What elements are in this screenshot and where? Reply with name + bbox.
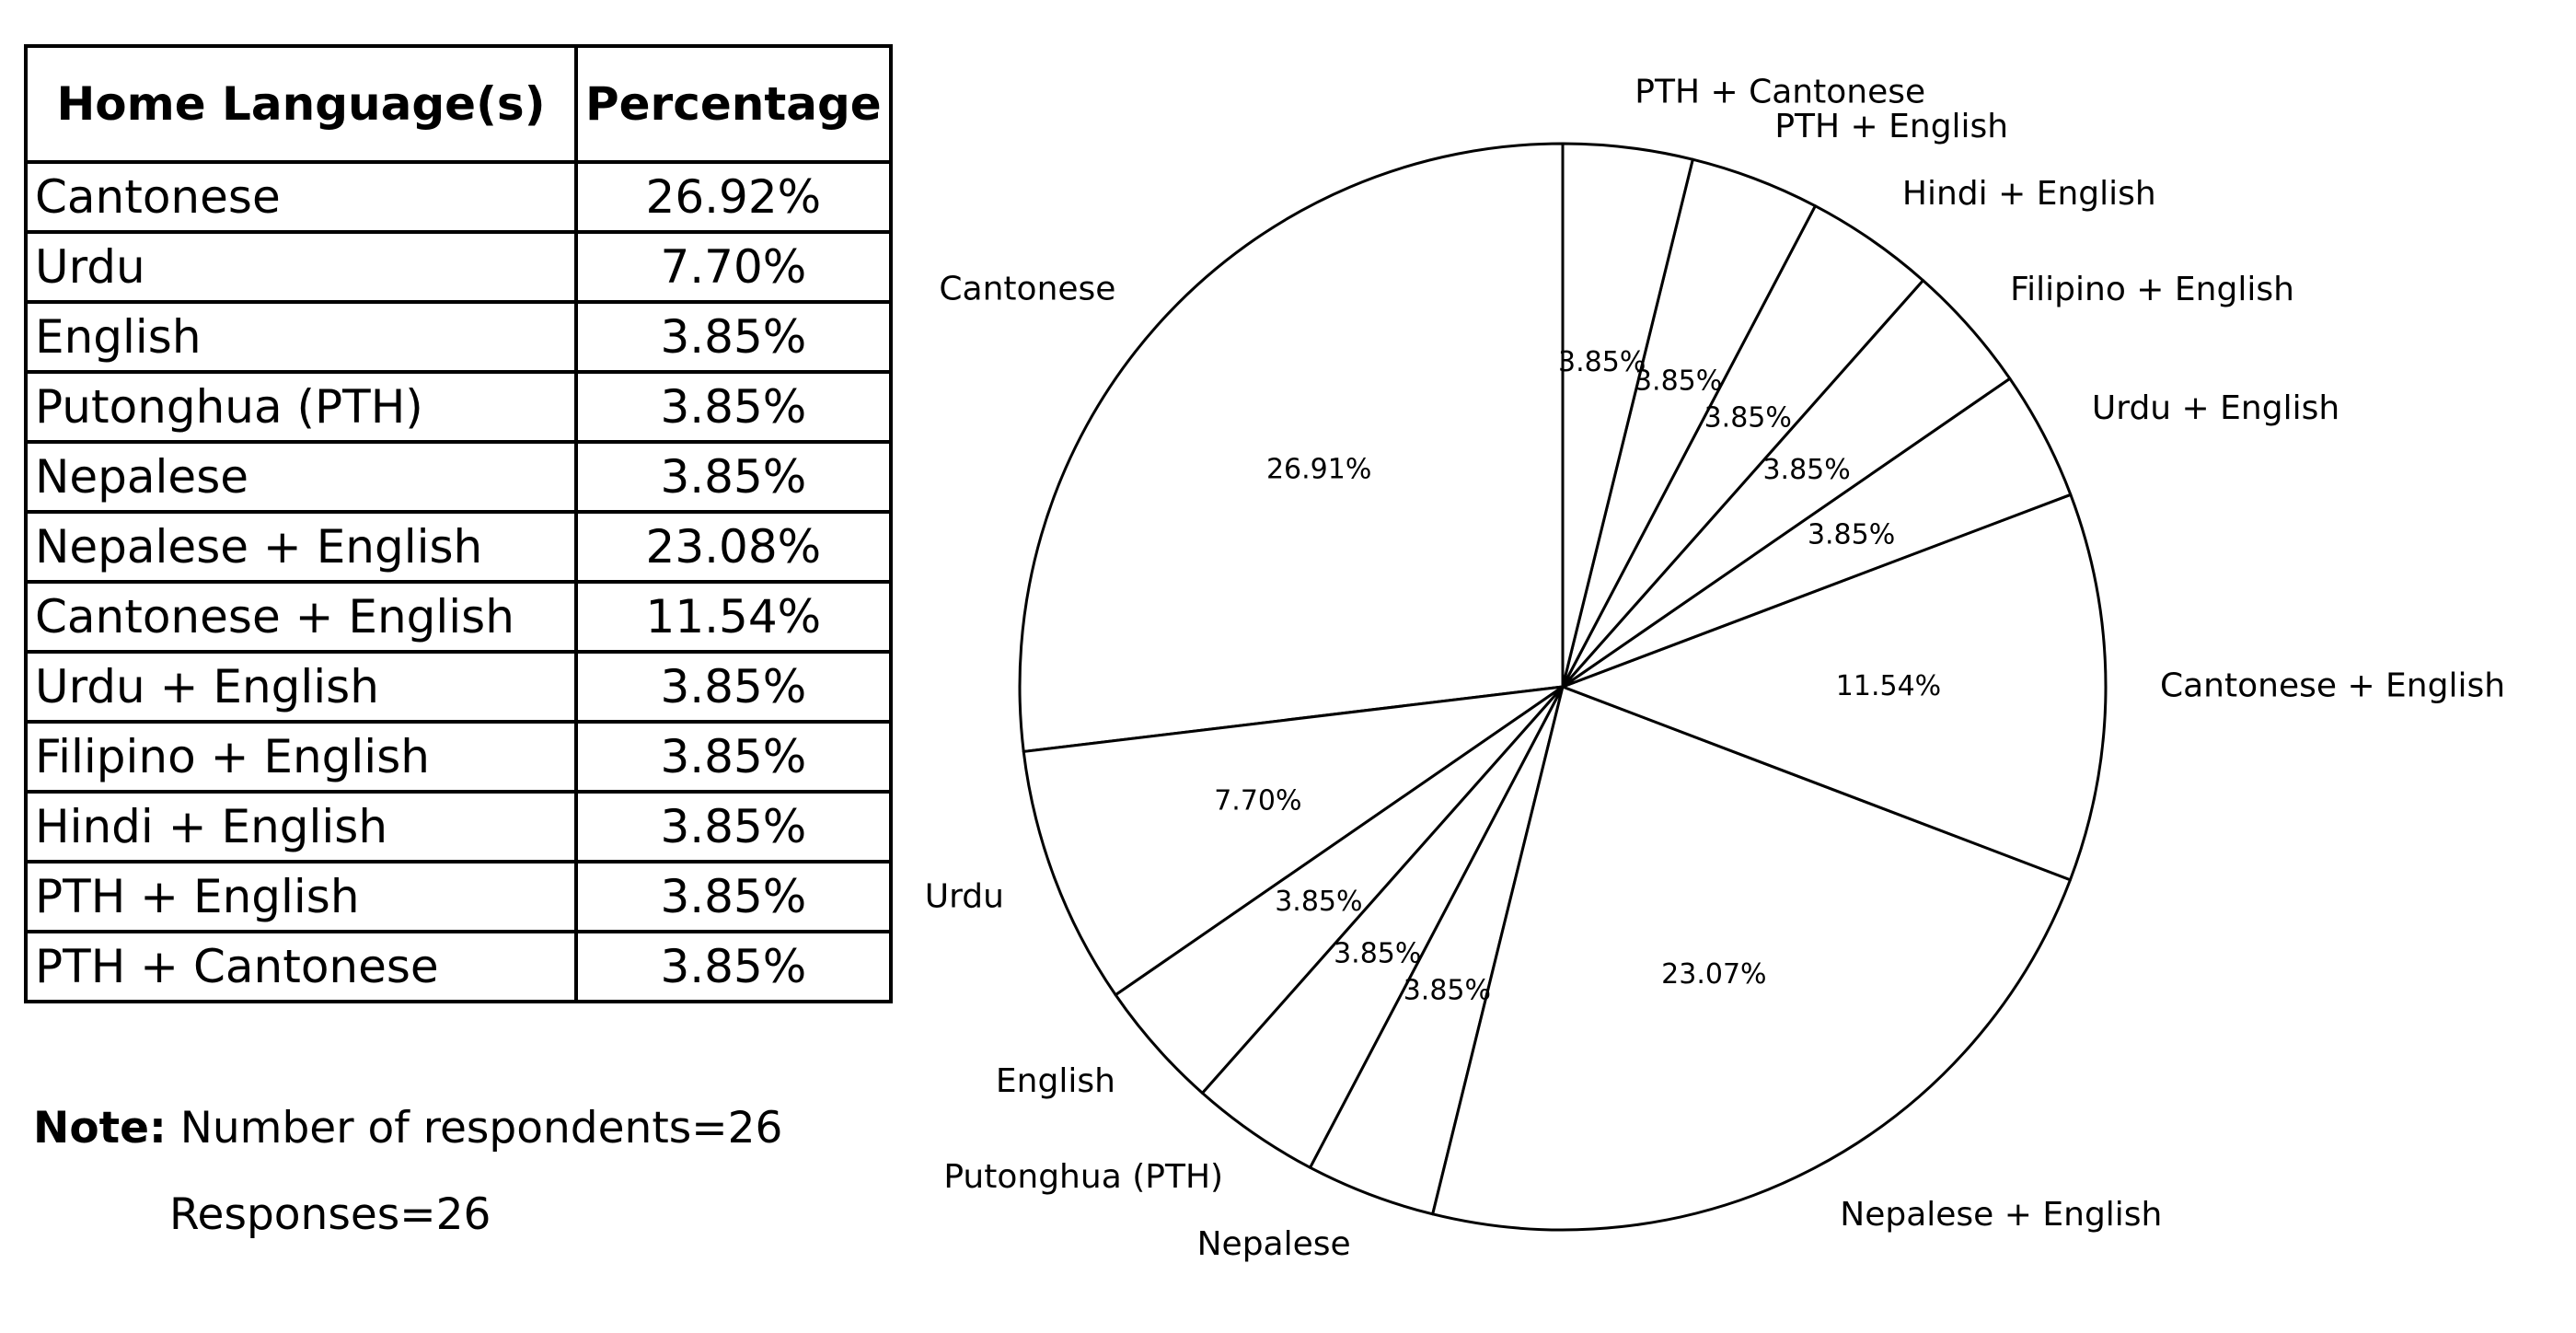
pie-category-label: Putonghua (PTH) — [943, 1158, 1223, 1196]
cell-language: PTH + English — [24, 860, 578, 933]
pie-category-label: PTH + English — [1774, 108, 2008, 145]
table-row: PTH + Cantonese 3.85% — [24, 930, 893, 1003]
pie-category-label: Nepalese — [1197, 1225, 1351, 1263]
cell-percentage: 3.85% — [574, 790, 893, 864]
pie-pct-label: 3.85% — [1704, 401, 1792, 434]
pie-category-label: Nepalese + English — [1840, 1196, 2162, 1234]
pie-slices — [1018, 142, 2108, 1232]
cell-percentage: 3.85% — [574, 440, 893, 514]
note-respondents: Note: Number of respondents=26 — [33, 1103, 782, 1153]
pie-category-label: Hindi + English — [1902, 175, 2156, 213]
table-row: Cantonese + English 11.54% — [24, 580, 893, 654]
cell-percentage: 26.92% — [574, 160, 893, 234]
cell-language: Cantonese — [24, 160, 578, 234]
pie-pct-label: 26.91% — [1266, 454, 1371, 486]
pie-pct-label: 3.85% — [1808, 518, 1895, 551]
pie-slice-cantonese — [1018, 142, 1565, 753]
cell-language: Hindi + English — [24, 790, 578, 864]
cell-language: Putonghua (PTH) — [24, 370, 578, 444]
cell-language: PTH + Cantonese — [24, 930, 578, 1003]
pie-category-label: Filipino + English — [2010, 271, 2294, 308]
cell-percentage: 11.54% — [574, 580, 893, 654]
note-label: Note: — [33, 1103, 167, 1153]
table-row: English 3.85% — [24, 300, 893, 374]
pie-pct-label: 3.85% — [1275, 886, 1362, 918]
pie-percentage-labels: 26.91%7.70%3.85%3.85%3.85% 23.07%11.54%3.… — [1214, 346, 1941, 1006]
table-row: Nepalese 3.85% — [24, 440, 893, 514]
pie-slice-nepalese-english — [1431, 685, 2072, 1232]
pie-pct-label: 7.70% — [1214, 785, 1301, 817]
pie-category-labels: Cantonese Urdu English Putonghua (PTH) Nepal… — [925, 74, 2505, 1263]
pie-slice-urdu — [1022, 685, 1565, 997]
cell-language: Urdu + English — [24, 650, 578, 724]
cell-percentage: 3.85% — [574, 650, 893, 724]
table-row: PTH + English 3.85% — [24, 860, 893, 933]
table-body: Cantonese 26.92% Urdu 7.70% English 3.85% Puto… — [24, 160, 893, 1003]
table-row: Filipino + English 3.85% — [24, 720, 893, 794]
table-header-row: Home Language(s) Percentage — [24, 44, 893, 164]
pie-category-label: Urdu + English — [2092, 389, 2339, 427]
header-percentage: Percentage — [574, 44, 893, 164]
pie-slice-pth-cantonese — [1561, 142, 1694, 689]
note-respondents-text: Number of respondents=26 — [179, 1103, 783, 1153]
pie-category-label: English — [996, 1062, 1115, 1100]
pie-pct-label: 11.54% — [1836, 670, 1941, 702]
cell-percentage: 3.85% — [574, 860, 893, 933]
pie-pct-label: 3.85% — [1334, 938, 1421, 970]
cell-percentage: 3.85% — [574, 370, 893, 444]
pie-pct-label: 3.85% — [1762, 454, 1850, 486]
table-row: Urdu 7.70% — [24, 230, 893, 304]
pie-pct-label: 3.85% — [1404, 974, 1491, 1006]
cell-percentage: 3.85% — [574, 720, 893, 794]
table-row: Urdu + English 3.85% — [24, 650, 893, 724]
pie-category-label: Cantonese — [939, 270, 1115, 307]
cell-percentage: 23.08% — [574, 510, 893, 584]
cell-language: Filipino + English — [24, 720, 578, 794]
cell-language: Cantonese + English — [24, 580, 578, 654]
cell-percentage: 3.85% — [574, 930, 893, 1003]
table-row: Hindi + English 3.85% — [24, 790, 893, 864]
table-row: Putonghua (PTH) 3.85% — [24, 370, 893, 444]
table-row: Cantonese 26.92% — [24, 160, 893, 234]
cell-language: Urdu — [24, 230, 578, 304]
pie-pct-label: 23.07% — [1661, 958, 1766, 991]
header-home-languages: Home Language(s) — [24, 44, 578, 164]
pie-pct-label: 3.85% — [1558, 346, 1646, 378]
cell-percentage: 3.85% — [574, 300, 893, 374]
pie-category-label: PTH + Cantonese — [1635, 74, 1925, 111]
table-row: Nepalese + English 23.08% — [24, 510, 893, 584]
cell-language: Nepalese + English — [24, 510, 578, 584]
pie-category-label: Urdu — [925, 878, 1004, 916]
pie-pct-label: 3.85% — [1635, 365, 1722, 398]
note-responses: Responses=26 — [169, 1189, 491, 1240]
cell-language: English — [24, 300, 578, 374]
cell-percentage: 7.70% — [574, 230, 893, 304]
pie-slice-cantonese-english — [1561, 493, 2108, 882]
home-language-table: Home Language(s) Percentage Cantonese 26.… — [24, 44, 893, 1003]
pie-category-label: Cantonese + English — [2160, 667, 2505, 705]
cell-language: Nepalese — [24, 440, 578, 514]
